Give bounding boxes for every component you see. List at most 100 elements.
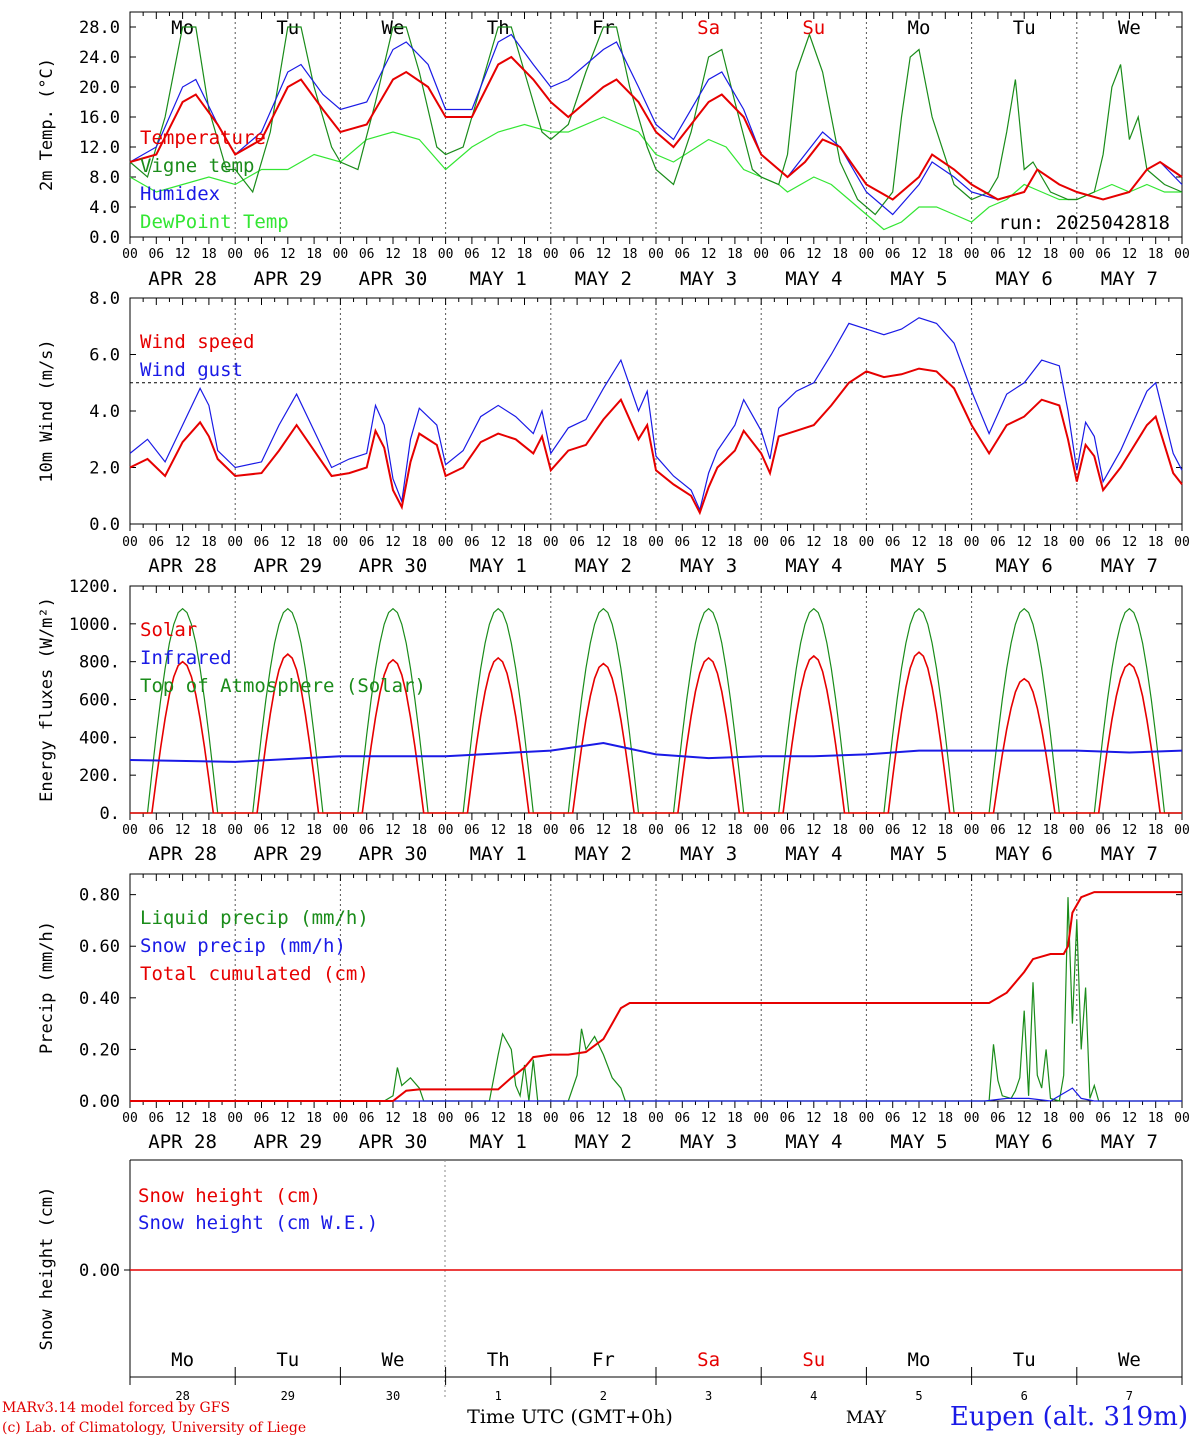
hour-tick-label: 00 xyxy=(1174,535,1190,550)
hour-tick-label: 12 xyxy=(701,535,717,550)
day-number-label: 2 xyxy=(600,1389,607,1403)
day-label: MAY 5 xyxy=(890,555,947,577)
weekday-label: Fr xyxy=(592,1349,615,1371)
legend-entry: Vigne temp xyxy=(140,155,254,177)
weekday-label: Sa xyxy=(697,1349,720,1371)
day-label: MAY 6 xyxy=(996,1131,1053,1153)
hour-tick-label: 00 xyxy=(227,1111,243,1126)
hour-tick-label: 06 xyxy=(885,247,901,262)
hour-tick-label: 12 xyxy=(175,1111,191,1126)
series-solar xyxy=(130,651,1182,814)
day-number-label: 7 xyxy=(1126,1389,1133,1403)
hour-tick-label: 00 xyxy=(648,247,664,262)
day-label: APR 30 xyxy=(359,843,428,865)
hour-tick-label: 06 xyxy=(254,1111,270,1126)
legend-entry: Snow height (cm) xyxy=(138,1185,321,1207)
hour-tick-label: 18 xyxy=(201,247,217,262)
weekday-label: Mo xyxy=(908,1349,931,1371)
hour-tick-label: 12 xyxy=(596,1111,612,1126)
hour-tick-label: 12 xyxy=(385,1111,401,1126)
hour-tick-label: 12 xyxy=(596,823,612,838)
day-label: MAY 5 xyxy=(890,843,947,865)
hour-tick-label: 00 xyxy=(859,247,875,262)
weekday-label: Su xyxy=(802,1349,825,1371)
y-tick-label: 2.0 xyxy=(89,459,120,479)
hour-tick-label: 18 xyxy=(622,535,638,550)
run-label: run: 2025042818 xyxy=(998,212,1170,234)
y-tick-label: 0.60 xyxy=(79,937,120,957)
y-tick-label: 4.0 xyxy=(89,402,120,422)
day-number-label: 6 xyxy=(1021,1389,1028,1403)
hour-tick-label: 18 xyxy=(622,247,638,262)
y-tick-label: 0.20 xyxy=(79,1040,120,1060)
hour-tick-label: 12 xyxy=(385,247,401,262)
y-tick-label: 24.0 xyxy=(79,48,120,68)
hour-tick-label: 12 xyxy=(806,247,822,262)
hour-tick-label: 06 xyxy=(359,535,375,550)
legend-entry: Wind gust xyxy=(140,359,243,381)
hour-tick-label: 12 xyxy=(175,823,191,838)
hour-tick-label: 00 xyxy=(859,1111,875,1126)
day-number-label: 3 xyxy=(705,1389,712,1403)
hour-tick-label: 18 xyxy=(1043,1111,1059,1126)
series-total-cumulated xyxy=(130,891,1182,1102)
hour-tick-label: 18 xyxy=(622,823,638,838)
hour-tick-label: 12 xyxy=(1122,1111,1138,1126)
day-label: MAY 7 xyxy=(1101,555,1158,577)
hour-tick-label: 00 xyxy=(753,247,769,262)
day-label: MAY 2 xyxy=(575,268,632,290)
hour-tick-label: 00 xyxy=(227,823,243,838)
weekday-label: Mo xyxy=(171,1349,194,1371)
y-axis-label: 2m Temp. (°C) xyxy=(37,58,57,191)
hour-tick-label: 12 xyxy=(911,823,927,838)
hour-tick-label: 12 xyxy=(280,247,296,262)
hour-tick-label: 06 xyxy=(359,247,375,262)
y-tick-label: 0.00 xyxy=(79,1261,120,1281)
series-wind-speed xyxy=(129,367,1183,516)
hour-tick-label: 12 xyxy=(911,535,927,550)
hour-tick-label: 12 xyxy=(175,535,191,550)
series-dewpoint-temp xyxy=(129,116,1182,231)
hour-tick-label: 00 xyxy=(964,247,980,262)
hour-tick-label: 12 xyxy=(280,1111,296,1126)
hour-tick-label: 06 xyxy=(674,1111,690,1126)
hour-tick-label: 00 xyxy=(122,535,138,550)
hour-tick-label: 12 xyxy=(701,823,717,838)
hour-tick-label: 00 xyxy=(543,247,559,262)
y-tick-label: 1200. xyxy=(69,577,120,597)
day-label: MAY 5 xyxy=(890,1131,947,1153)
day-number-label: 1 xyxy=(495,1389,502,1403)
day-label: MAY 4 xyxy=(785,1131,842,1153)
hour-tick-label: 12 xyxy=(1016,535,1032,550)
hour-tick-label: 00 xyxy=(543,823,559,838)
hour-tick-label: 06 xyxy=(569,535,585,550)
day-label: MAY 4 xyxy=(785,268,842,290)
hour-tick-label: 12 xyxy=(1122,535,1138,550)
hour-tick-label: 06 xyxy=(990,535,1006,550)
hour-tick-label: 12 xyxy=(1122,823,1138,838)
hour-tick-label: 18 xyxy=(306,823,322,838)
legend-entry: Top of Atmosphere (Solar) xyxy=(140,675,426,697)
hour-tick-label: 12 xyxy=(490,535,506,550)
hour-tick-label: 06 xyxy=(674,535,690,550)
hour-tick-label: 18 xyxy=(306,247,322,262)
hour-tick-label: 06 xyxy=(1095,247,1111,262)
hour-tick-label: 18 xyxy=(937,823,953,838)
hour-tick-label: 18 xyxy=(727,247,743,262)
y-tick-label: 16.0 xyxy=(79,108,120,128)
day-label: MAY 3 xyxy=(680,843,737,865)
hour-tick-label: 06 xyxy=(674,247,690,262)
hour-tick-label: 18 xyxy=(832,535,848,550)
legend-entry: DewPoint Temp xyxy=(140,211,289,233)
hour-tick-label: 00 xyxy=(1174,247,1190,262)
day-label: MAY 4 xyxy=(785,555,842,577)
hour-tick-label: 12 xyxy=(596,247,612,262)
legend-entry: Liquid precip (mm/h) xyxy=(140,907,369,929)
hour-tick-label: 06 xyxy=(674,823,690,838)
hour-tick-label: 18 xyxy=(1043,823,1059,838)
day-label: MAY 5 xyxy=(890,268,947,290)
weekday-label: Sa xyxy=(697,17,720,39)
credit-line-2: (c) Lab. of Climatology, University of L… xyxy=(2,1420,307,1436)
hour-tick-label: 06 xyxy=(885,535,901,550)
hour-tick-label: 00 xyxy=(438,535,454,550)
